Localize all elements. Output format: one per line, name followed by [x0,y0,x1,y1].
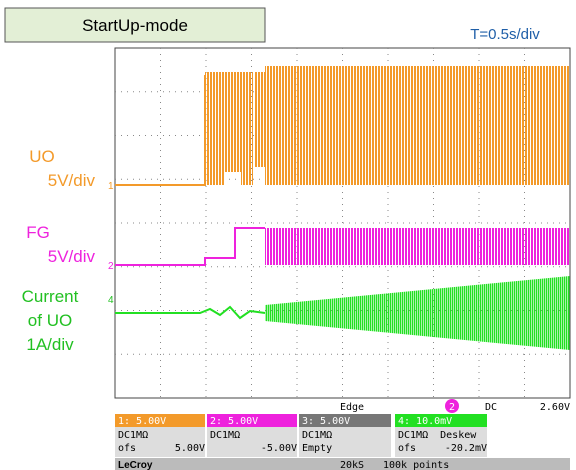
ch-offset: -20.2mV [445,443,487,454]
level: 2.60V [540,402,570,413]
marker: 1 [108,181,114,192]
ch-label: 1: 5.00V [118,416,166,427]
label: Current [22,287,79,306]
trigger: Edge [340,402,364,413]
ch-coupling: DC1MΩ [302,430,332,441]
marker: 4 [108,295,114,306]
label: FG [26,223,50,242]
screenshot: StartUp-mode T=0.5s/div [0,0,576,470]
label: 5V/div [48,247,96,266]
trace-labels: UO 5V/div FG 5V/div Current of UO 1A/div [22,147,96,354]
status-bar: Edge 2 DC 2.60V 1: 5.00V 2: 5.00V 3: 5.0… [115,399,570,470]
trace-markers: 1 2 4 [108,181,114,306]
timebase: T=0.5s/div [470,26,540,43]
label: UO [29,147,55,166]
label: 5V/div [48,171,96,190]
coupling: DC [485,402,497,413]
mode-label: StartUp-mode [82,16,188,35]
points: 100k points [383,460,449,470]
ch-ofs: ofs [118,443,136,454]
label: of UO [28,311,72,330]
ch-label: 2: 5.00V [210,416,258,427]
ch-label: 3: 5.00V [302,416,350,427]
ch-offset: -5.00V [261,443,297,454]
label: 1A/div [26,335,74,354]
scope-screen: 1 2 4 [108,48,570,398]
ch-offset: Empty [302,443,332,454]
ch-coupling: DC1MΩ Deskew [398,430,477,441]
ch-ofs: ofs [398,443,416,454]
trigger-channel: 2 [449,402,455,413]
ch-offset: 5.00V [175,443,205,454]
ch-coupling: DC1MΩ [210,430,240,441]
ch-coupling: DC1MΩ [118,430,148,441]
ch-label: 4: 10.0mV [398,416,452,427]
samples: 20kS [340,460,364,470]
marker: 2 [108,261,114,272]
brand: LeCroy [118,460,153,470]
